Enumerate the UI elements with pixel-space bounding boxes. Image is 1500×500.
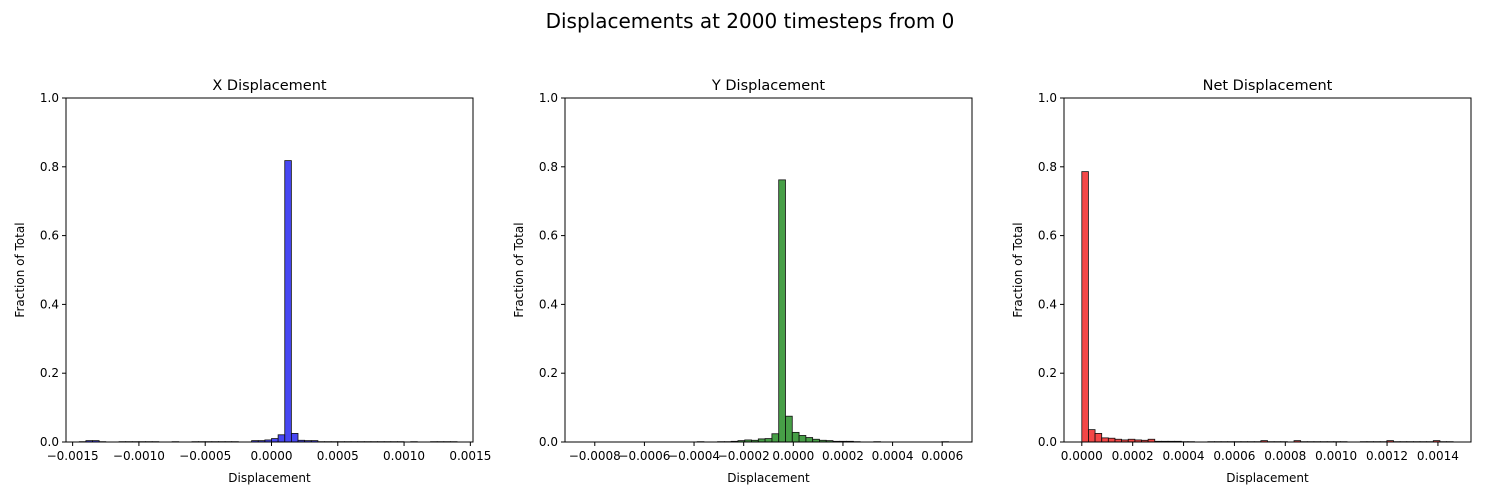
net-displacement-xtick-label: 0.0014 xyxy=(1417,449,1459,463)
x-displacement-xlabel: Displacement xyxy=(228,471,311,485)
x-displacement-xtick-label: −0.0010 xyxy=(113,449,165,463)
net-displacement-ytick-label: 0.0 xyxy=(1038,435,1057,449)
x-displacement-ytick-label: 0.6 xyxy=(40,229,59,243)
y-displacement-bar xyxy=(778,179,786,443)
net-displacement-ytick-label: 0.2 xyxy=(1038,366,1057,380)
x-displacement-bar xyxy=(284,160,292,443)
net-displacement-ytick-label: 0.6 xyxy=(1038,229,1057,243)
x-displacement-ylabel: Fraction of Total xyxy=(13,222,27,317)
net-displacement-bar xyxy=(1094,432,1103,443)
net-displacement-axes-frame xyxy=(1063,97,1472,443)
y-displacement-ytick-label: 0.4 xyxy=(539,297,558,311)
y-displacement-bar xyxy=(764,438,773,443)
x-displacement-xtick-label: −0.0005 xyxy=(179,449,231,463)
y-displacement-axes-frame xyxy=(564,97,973,443)
y-displacement-xtick-label: 0.0006 xyxy=(921,449,963,463)
net-displacement-xtick-label: 0.0006 xyxy=(1213,449,1255,463)
x-displacement-chart: 0.0 0.2 0.4 0.6 0.8 1.0 −0.0015 −0.0010 −0.0005 0… xyxy=(13,78,491,485)
y-displacement-bar xyxy=(791,431,800,443)
x-displacement-ytick-label: 0.0 xyxy=(40,435,59,449)
net-displacement-ylabel: Fraction of Total xyxy=(1011,222,1025,317)
net-displacement-xtick-label: 0.0012 xyxy=(1366,449,1408,463)
y-displacement-ytick-label: 0.2 xyxy=(539,366,558,380)
y-displacement-xtick-label: −0.0008 xyxy=(569,449,621,463)
net-displacement-xtick-label: 0.0008 xyxy=(1264,449,1306,463)
x-displacement-ytick-label: 0.8 xyxy=(40,160,59,174)
x-displacement-xtick-label: −0.0015 xyxy=(47,449,99,463)
y-displacement-xtick-label: 0.0004 xyxy=(872,449,914,463)
x-displacement-xtick-label: 0.0015 xyxy=(449,449,491,463)
net-displacement-ytick-label: 0.8 xyxy=(1038,160,1057,174)
net-displacement-bars xyxy=(1081,171,1454,443)
net-displacement-bar xyxy=(1081,171,1089,443)
y-displacement-xlabel: Displacement xyxy=(727,471,810,485)
x-displacement-title: X Displacement xyxy=(212,78,327,94)
y-displacement-xtick-label: −0.0006 xyxy=(618,449,670,463)
net-displacement-chart: 0.0 0.2 0.4 0.6 0.8 1.0 0.0000 0.0002 0.0004 0.00… xyxy=(1011,78,1472,485)
net-displacement-xlabel: Displacement xyxy=(1226,471,1309,485)
x-displacement-xtick-label: 0.0010 xyxy=(383,449,425,463)
y-displacement-ytick-label: 0.0 xyxy=(539,435,558,449)
x-displacement-ytick-label: 0.4 xyxy=(40,297,59,311)
y-displacement-ytick-label: 0.6 xyxy=(539,229,558,243)
x-displacement-ytick-label: 0.2 xyxy=(40,366,59,380)
net-displacement-ytick-label: 1.0 xyxy=(1038,91,1057,105)
y-displacement-xtick-label: −0.0002 xyxy=(718,449,770,463)
x-displacement-xtick-label: 0.0000 xyxy=(250,449,292,463)
net-displacement-bar xyxy=(1088,429,1096,443)
figure-suptitle: Displacements at 2000 timesteps from 0 xyxy=(546,9,955,33)
x-displacement-axes-frame xyxy=(65,97,474,443)
net-displacement-ytick-label: 0.4 xyxy=(1038,297,1057,311)
y-displacement-chart: 0.0 0.2 0.4 0.6 0.8 1.0 −0.0008−0.0006−0.0004−… xyxy=(512,78,973,485)
y-displacement-xtick-label: 0.0002 xyxy=(822,449,864,463)
x-displacement-xtick-label: 0.0005 xyxy=(317,449,359,463)
net-displacement-bar xyxy=(1101,437,1109,443)
net-displacement-xtick-label: 0.0010 xyxy=(1315,449,1357,463)
y-displacement-xtick-label: −0.0004 xyxy=(668,449,720,463)
y-displacement-bar xyxy=(785,415,793,443)
y-displacement-bar xyxy=(771,433,780,443)
x-displacement-ytick-label: 1.0 xyxy=(40,91,59,105)
y-displacement-bars xyxy=(696,179,949,443)
net-displacement-xtick-label: 0.0004 xyxy=(1163,449,1205,463)
x-displacement-bar xyxy=(271,438,279,443)
net-displacement-xtick-label: 0.0000 xyxy=(1061,449,1103,463)
y-displacement-title: Y Displacement xyxy=(711,78,825,94)
y-displacement-ytick-label: 1.0 xyxy=(539,91,558,105)
y-displacement-ytick-label: 0.8 xyxy=(539,160,558,174)
net-displacement-title: Net Displacement xyxy=(1203,78,1333,94)
x-displacement-bars xyxy=(78,160,458,443)
y-displacement-bar xyxy=(798,435,807,443)
x-displacement-bar xyxy=(277,434,286,443)
net-displacement-bar xyxy=(1107,437,1116,443)
x-displacement-bar xyxy=(290,432,299,443)
y-displacement-ylabel: Fraction of Total xyxy=(512,222,526,317)
y-displacement-xtick-label: 0.0000 xyxy=(772,449,814,463)
net-displacement-xtick-label: 0.0002 xyxy=(1112,449,1154,463)
y-displacement-bar xyxy=(805,437,814,443)
